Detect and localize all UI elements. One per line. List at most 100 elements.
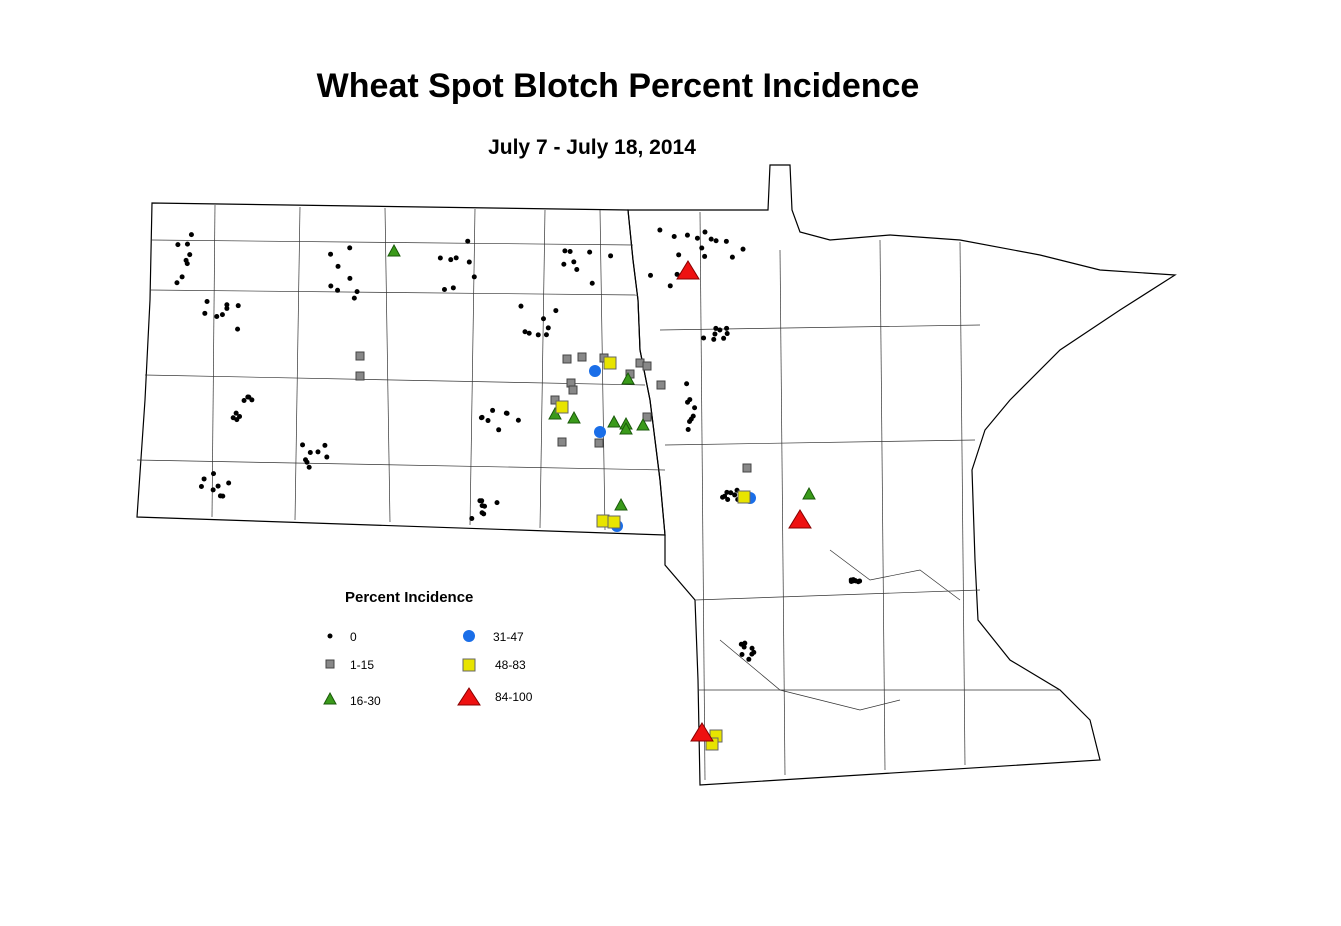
site-marker	[657, 227, 663, 233]
legend-symbol	[325, 659, 335, 669]
site-marker	[235, 303, 241, 309]
site-marker	[567, 248, 573, 254]
site-marker	[300, 442, 306, 448]
site-marker	[712, 331, 718, 337]
site-marker	[355, 351, 365, 361]
site-marker	[589, 365, 601, 377]
site-marker	[737, 490, 751, 504]
site-marker	[306, 464, 312, 470]
site-marker	[732, 492, 738, 498]
site-marker	[561, 261, 567, 267]
site-marker	[188, 232, 194, 238]
site-marker	[496, 427, 502, 433]
site-marker	[304, 459, 310, 465]
site-marker	[802, 486, 816, 500]
site-marker	[237, 414, 243, 420]
site-marker	[504, 410, 510, 416]
legend-symbol	[323, 691, 337, 705]
site-marker	[749, 645, 755, 651]
legend-label: 84-100	[495, 690, 533, 704]
site-marker	[723, 238, 729, 244]
site-marker	[241, 398, 247, 404]
site-marker	[725, 496, 731, 502]
site-marker	[636, 417, 650, 431]
legend-label: 31-47	[493, 630, 524, 644]
site-marker	[174, 280, 180, 286]
site-marker	[481, 511, 487, 517]
site-marker	[746, 656, 752, 662]
site-marker	[713, 238, 719, 244]
site-marker	[571, 259, 577, 265]
site-marker	[355, 371, 365, 381]
site-marker	[543, 332, 549, 338]
site-marker	[690, 413, 696, 419]
site-marker	[711, 336, 717, 342]
site-marker	[246, 394, 252, 400]
legend-label: 0	[350, 630, 357, 644]
site-marker	[684, 381, 690, 387]
site-marker	[347, 245, 353, 251]
site-marker	[387, 243, 401, 257]
site-marker	[721, 335, 727, 341]
site-marker	[526, 330, 532, 336]
survey-sites	[174, 227, 863, 751]
site-marker	[742, 463, 752, 473]
site-marker	[562, 248, 568, 254]
site-marker	[437, 255, 443, 261]
site-marker	[690, 722, 714, 742]
site-marker	[469, 516, 475, 522]
site-marker	[684, 232, 690, 238]
site-marker	[608, 253, 614, 259]
legend-symbol	[457, 687, 481, 706]
site-marker	[179, 274, 185, 280]
site-marker	[722, 493, 728, 499]
site-marker	[233, 410, 239, 416]
site-marker	[224, 302, 230, 308]
site-marker	[685, 426, 691, 432]
site-marker	[184, 241, 190, 247]
state-minnesota	[627, 164, 1177, 786]
site-marker	[465, 238, 471, 244]
site-marker	[852, 578, 858, 584]
site-marker	[328, 251, 334, 257]
site-marker	[562, 354, 572, 364]
site-marker	[522, 329, 528, 335]
site-marker	[485, 418, 491, 424]
site-marker	[568, 385, 578, 395]
site-marker	[621, 371, 635, 385]
legend-symbol	[463, 630, 475, 642]
site-marker	[518, 303, 524, 309]
site-marker	[676, 260, 700, 280]
site-marker	[713, 325, 719, 331]
site-marker	[471, 274, 477, 280]
site-marker	[702, 229, 708, 235]
site-marker	[708, 236, 714, 242]
site-marker	[351, 295, 357, 301]
site-marker	[742, 640, 748, 646]
site-marker	[648, 272, 654, 278]
site-marker	[324, 454, 330, 460]
site-marker	[453, 255, 459, 261]
site-marker	[577, 352, 587, 362]
site-marker	[479, 503, 485, 509]
site-marker	[717, 327, 723, 333]
site-marker	[217, 493, 223, 499]
site-marker	[739, 651, 745, 657]
site-marker	[642, 361, 652, 371]
site-marker	[201, 476, 207, 482]
site-marker	[692, 405, 698, 411]
site-marker	[450, 285, 456, 291]
site-marker	[567, 410, 581, 424]
site-marker	[211, 471, 217, 477]
site-marker	[694, 235, 700, 241]
site-marker	[224, 305, 230, 311]
site-marker	[219, 312, 225, 318]
site-marker	[553, 308, 559, 314]
site-marker	[741, 644, 747, 650]
legend-symbol	[462, 658, 476, 672]
site-marker	[674, 271, 680, 277]
site-marker	[214, 314, 220, 320]
site-marker	[466, 259, 472, 265]
site-marker	[535, 332, 541, 338]
